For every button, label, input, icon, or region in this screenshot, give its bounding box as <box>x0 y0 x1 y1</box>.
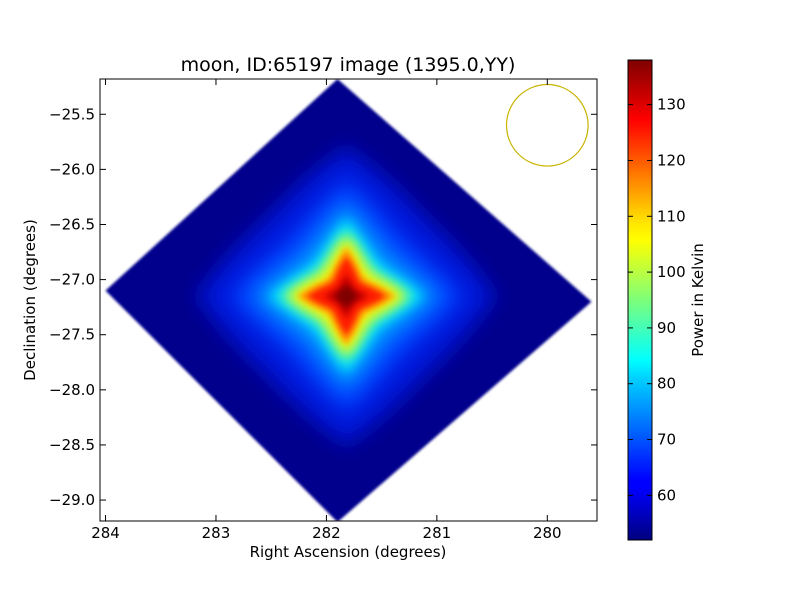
y-tick-label: −27.0 <box>49 271 95 289</box>
beam-circle-annotation <box>505 83 589 167</box>
chart-title: moon, ID:65197 image (1395.0,YY) <box>181 54 516 76</box>
heatmap-image <box>105 79 592 521</box>
y-tick-label: −29.0 <box>49 491 95 509</box>
x-axis-label: Right Ascension (degrees) <box>250 543 447 561</box>
y-tick-label: −26.5 <box>49 215 95 233</box>
colorbar-tick-label: 90 <box>657 319 676 337</box>
colorbar-ticks: 60 70 80 90 100 110 120 130 <box>628 96 686 504</box>
plot-frame <box>99 78 598 522</box>
colorbar-tick-label: 120 <box>657 151 686 169</box>
colorbar-gradient <box>627 59 653 541</box>
y-axis-label: Declination (degrees) <box>21 219 39 381</box>
colorbar-tick-label: 100 <box>657 263 686 281</box>
colorbar-tick-label: 70 <box>657 431 676 449</box>
y-tick-label: −28.5 <box>49 436 95 454</box>
x-axis: 284 283 282 281 280 <box>91 79 562 542</box>
y-tick-label: −26.0 <box>49 160 95 178</box>
colorbar-tick-label: 80 <box>657 375 676 393</box>
x-tick-label: 280 <box>533 524 562 542</box>
colorbar-label: Power in Kelvin <box>689 243 707 357</box>
colorbar-tick-label: 110 <box>657 207 686 225</box>
y-tick-label: −28.0 <box>49 381 95 399</box>
y-tick-label: −27.5 <box>49 326 95 344</box>
x-tick-label: 282 <box>312 524 341 542</box>
colorbar-tick-label: 60 <box>657 486 676 504</box>
x-tick-label: 283 <box>202 524 231 542</box>
y-axis: −25.5 −26.0 −26.5 −27.0 −27.5 −28.0 −28.5 −29.0 <box>49 105 597 509</box>
source-peak <box>334 284 359 309</box>
y-tick-label: −25.5 <box>49 105 95 123</box>
x-tick-label: 284 <box>91 524 120 542</box>
colorbar-tick-label: 130 <box>657 96 686 114</box>
x-tick-label: 281 <box>423 524 452 542</box>
colorbar: 60 70 80 90 100 110 120 130 Power in Kelvin <box>627 59 707 541</box>
